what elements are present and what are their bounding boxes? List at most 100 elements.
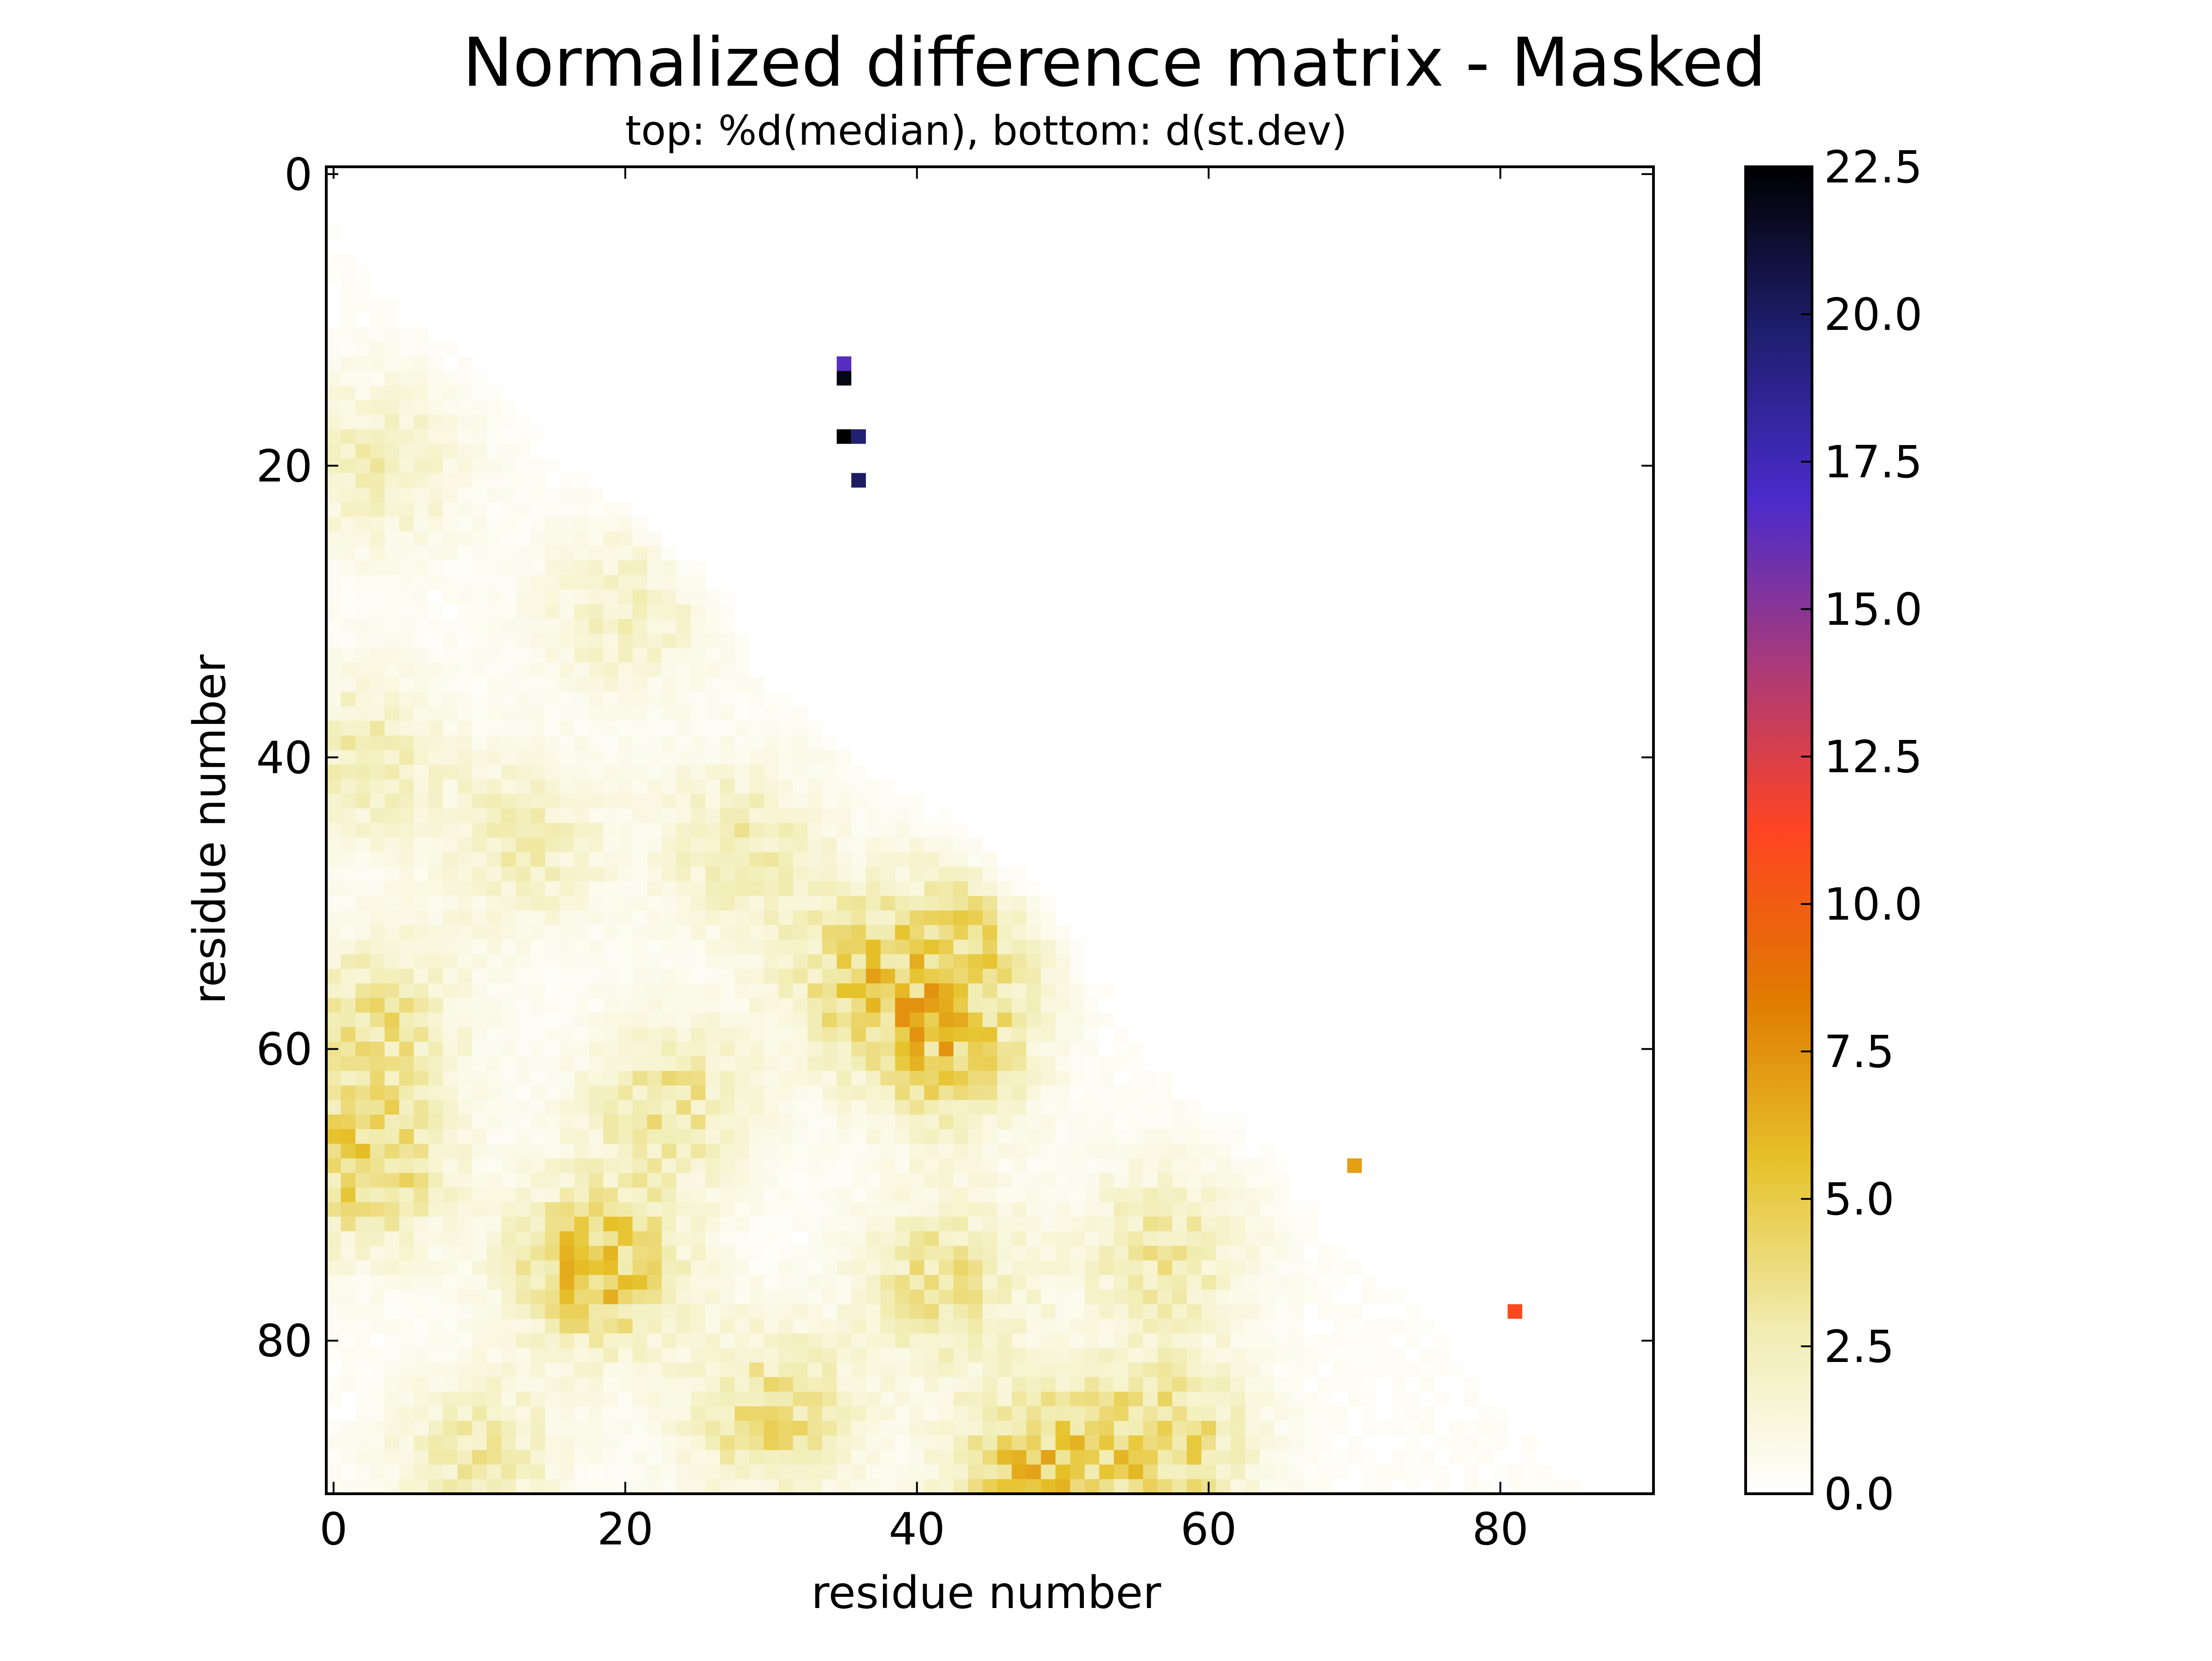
heatmap-cell: [530, 1479, 546, 1494]
heatmap-cell: [880, 1420, 895, 1436]
heatmap-cell: [443, 1158, 458, 1174]
heatmap-cell: [559, 1435, 575, 1450]
heatmap-cell: [355, 516, 371, 532]
heatmap-cell: [1376, 1420, 1391, 1436]
heatmap-cell: [326, 1231, 341, 1246]
heatmap-cell: [691, 750, 706, 765]
heatmap-cell: [749, 1100, 765, 1115]
heatmap-cell: [661, 1173, 677, 1188]
heatmap-cell: [399, 1450, 414, 1465]
heatmap-cell: [735, 1041, 750, 1057]
heatmap-cell: [1405, 1362, 1421, 1378]
heatmap-cell: [1026, 1391, 1041, 1407]
heatmap-cell: [545, 1420, 560, 1436]
heatmap-cell: [1114, 1348, 1129, 1363]
heatmap-cell: [632, 837, 647, 853]
heatmap-cell: [370, 1100, 385, 1115]
heatmap-cell: [1318, 1464, 1333, 1479]
heatmap-cell: [1259, 1187, 1275, 1203]
heatmap-cell: [618, 589, 633, 605]
heatmap-cell: [909, 1100, 925, 1115]
heatmap-cell: [691, 1144, 706, 1159]
y-tick-label: 40: [256, 732, 312, 784]
heatmap-cell: [1259, 1464, 1275, 1479]
heatmap-cell: [618, 910, 633, 926]
heatmap-cell: [457, 1187, 473, 1203]
heatmap-cell: [705, 1362, 721, 1378]
heatmap-cell: [413, 998, 429, 1013]
heatmap-cell: [1070, 1100, 1085, 1115]
heatmap-cell: [326, 692, 341, 707]
heatmap-cell: [778, 793, 794, 809]
heatmap-cell: [384, 1377, 400, 1392]
heatmap-cell: [1274, 1245, 1289, 1261]
heatmap-cell: [1187, 1100, 1202, 1115]
heatmap-cell: [661, 764, 677, 780]
heatmap-cell: [457, 1100, 473, 1115]
heatmap-cell: [341, 910, 356, 926]
heatmap-cell: [1070, 954, 1085, 969]
data-point: [1347, 1158, 1362, 1173]
heatmap-cell: [399, 706, 414, 722]
heatmap-cell: [603, 648, 618, 663]
heatmap-cell: [1405, 1450, 1421, 1465]
heatmap-cell: [909, 1435, 925, 1450]
heatmap-cell: [618, 1362, 633, 1378]
heatmap-cell: [603, 1319, 618, 1334]
heatmap-cell: [676, 1289, 691, 1305]
x-tick-label: 60: [1181, 1503, 1237, 1555]
heatmap-cell: [691, 1362, 706, 1378]
heatmap-cell: [1143, 1464, 1158, 1479]
heatmap-cell: [501, 1100, 517, 1115]
heatmap-cell: [1055, 1158, 1071, 1174]
heatmap-cell: [735, 1027, 750, 1042]
heatmap-cell: [735, 998, 750, 1013]
heatmap-cell: [661, 560, 677, 575]
heatmap-cell: [487, 881, 502, 897]
heatmap-cell: [472, 721, 487, 736]
heatmap-cell: [1055, 1071, 1071, 1086]
heatmap-cell: [326, 473, 341, 488]
heatmap-cell: [865, 1348, 881, 1363]
heatmap-cell: [749, 1406, 765, 1421]
heatmap-cell: [428, 1071, 443, 1086]
heatmap-cell: [1274, 1333, 1289, 1349]
heatmap-cell: [370, 896, 385, 911]
heatmap-cell: [764, 823, 779, 838]
heatmap-cell: [559, 1231, 575, 1246]
heatmap-cell: [807, 1100, 823, 1115]
heatmap-cell: [1026, 925, 1041, 940]
heatmap-cell: [501, 954, 517, 969]
heatmap-cell: [1084, 1348, 1100, 1363]
heatmap-cell: [1012, 867, 1027, 882]
heatmap-cell: [982, 939, 998, 955]
heatmap-cell: [603, 750, 618, 765]
heatmap-cell: [1420, 1319, 1435, 1334]
heatmap-cell: [691, 881, 706, 897]
heatmap-cell: [632, 954, 647, 969]
heatmap-cell: [895, 983, 910, 998]
heatmap-cell: [705, 823, 721, 838]
heatmap-cell: [326, 1202, 341, 1217]
heatmap-cell: [1201, 1420, 1217, 1436]
heatmap-cell: [341, 502, 356, 517]
heatmap-cell: [384, 1319, 400, 1334]
heatmap-cell: [661, 589, 677, 605]
heatmap-cell: [1099, 1202, 1114, 1217]
heatmap-cell: [1318, 1420, 1333, 1436]
heatmap-cell: [341, 298, 356, 313]
heatmap-cell: [851, 1450, 866, 1465]
heatmap-cell: [749, 1362, 765, 1378]
heatmap-cell: [355, 677, 371, 692]
heatmap-cell: [1026, 1012, 1041, 1027]
heatmap-cell: [1012, 1450, 1027, 1465]
heatmap-cell: [370, 954, 385, 969]
heatmap-cell: [1128, 1071, 1143, 1086]
heatmap-cell: [399, 808, 414, 823]
heatmap-cell: [807, 1406, 823, 1421]
heatmap-cell: [1245, 1420, 1260, 1436]
heatmap-cell: [399, 1231, 414, 1246]
heatmap-cell: [588, 692, 604, 707]
heatmap-cell: [472, 663, 487, 678]
heatmap-cell: [865, 1173, 881, 1188]
